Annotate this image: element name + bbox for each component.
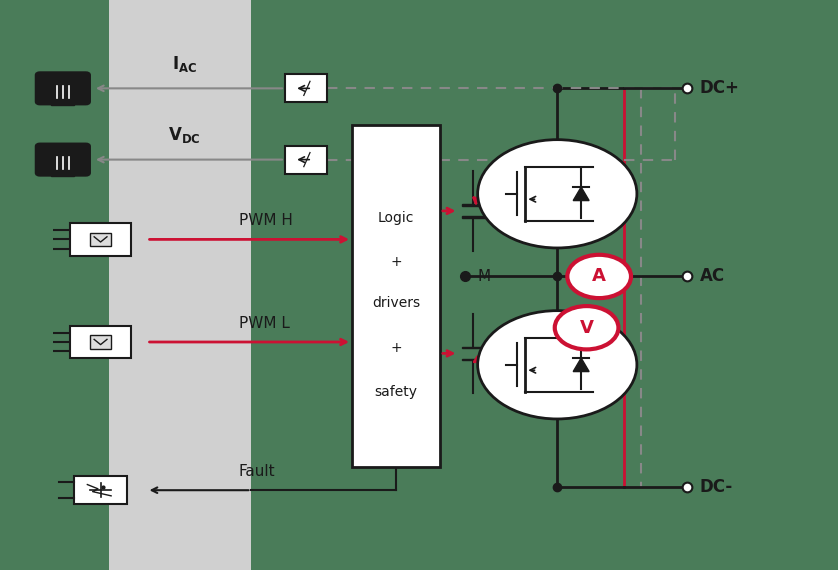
Bar	[285, 145, 327, 174]
Circle shape	[478, 311, 637, 419]
Text: safety: safety	[375, 385, 417, 399]
Text: drivers: drivers	[372, 296, 420, 310]
Circle shape	[555, 306, 618, 349]
Text: $\mathbf{I}_{\mathbf{AC}}$: $\mathbf{I}_{\mathbf{AC}}$	[172, 54, 197, 74]
Text: V: V	[580, 319, 593, 337]
Text: A: A	[592, 267, 606, 286]
Bar	[90, 336, 111, 348]
Text: AC: AC	[700, 267, 725, 286]
FancyBboxPatch shape	[74, 476, 127, 504]
Text: DC-: DC-	[700, 478, 733, 496]
Bar	[462, 347, 485, 348]
Text: +: +	[391, 341, 401, 355]
FancyBboxPatch shape	[36, 144, 90, 176]
Polygon shape	[51, 101, 75, 105]
Text: $\mathbf{V}_{\mathbf{DC}}$: $\mathbf{V}_{\mathbf{DC}}$	[168, 125, 200, 145]
Text: PWM L: PWM L	[239, 316, 290, 331]
Circle shape	[478, 140, 637, 248]
Bar	[285, 74, 327, 103]
FancyBboxPatch shape	[70, 325, 131, 359]
Text: PWM H: PWM H	[239, 213, 292, 228]
Text: Logic: Logic	[378, 211, 414, 225]
Bar	[462, 359, 485, 360]
FancyBboxPatch shape	[70, 223, 131, 256]
Bar	[462, 216, 485, 218]
Polygon shape	[573, 187, 589, 201]
Polygon shape	[573, 358, 589, 372]
FancyBboxPatch shape	[36, 72, 90, 104]
Circle shape	[567, 255, 631, 298]
FancyBboxPatch shape	[352, 125, 440, 467]
Text: Fault: Fault	[239, 464, 276, 479]
Bar	[90, 233, 111, 246]
Bar	[462, 204, 485, 206]
Text: M: M	[478, 269, 491, 284]
Polygon shape	[109, 0, 251, 570]
Polygon shape	[51, 173, 75, 176]
Text: +: +	[391, 255, 401, 269]
Text: DC+: DC+	[700, 79, 740, 97]
